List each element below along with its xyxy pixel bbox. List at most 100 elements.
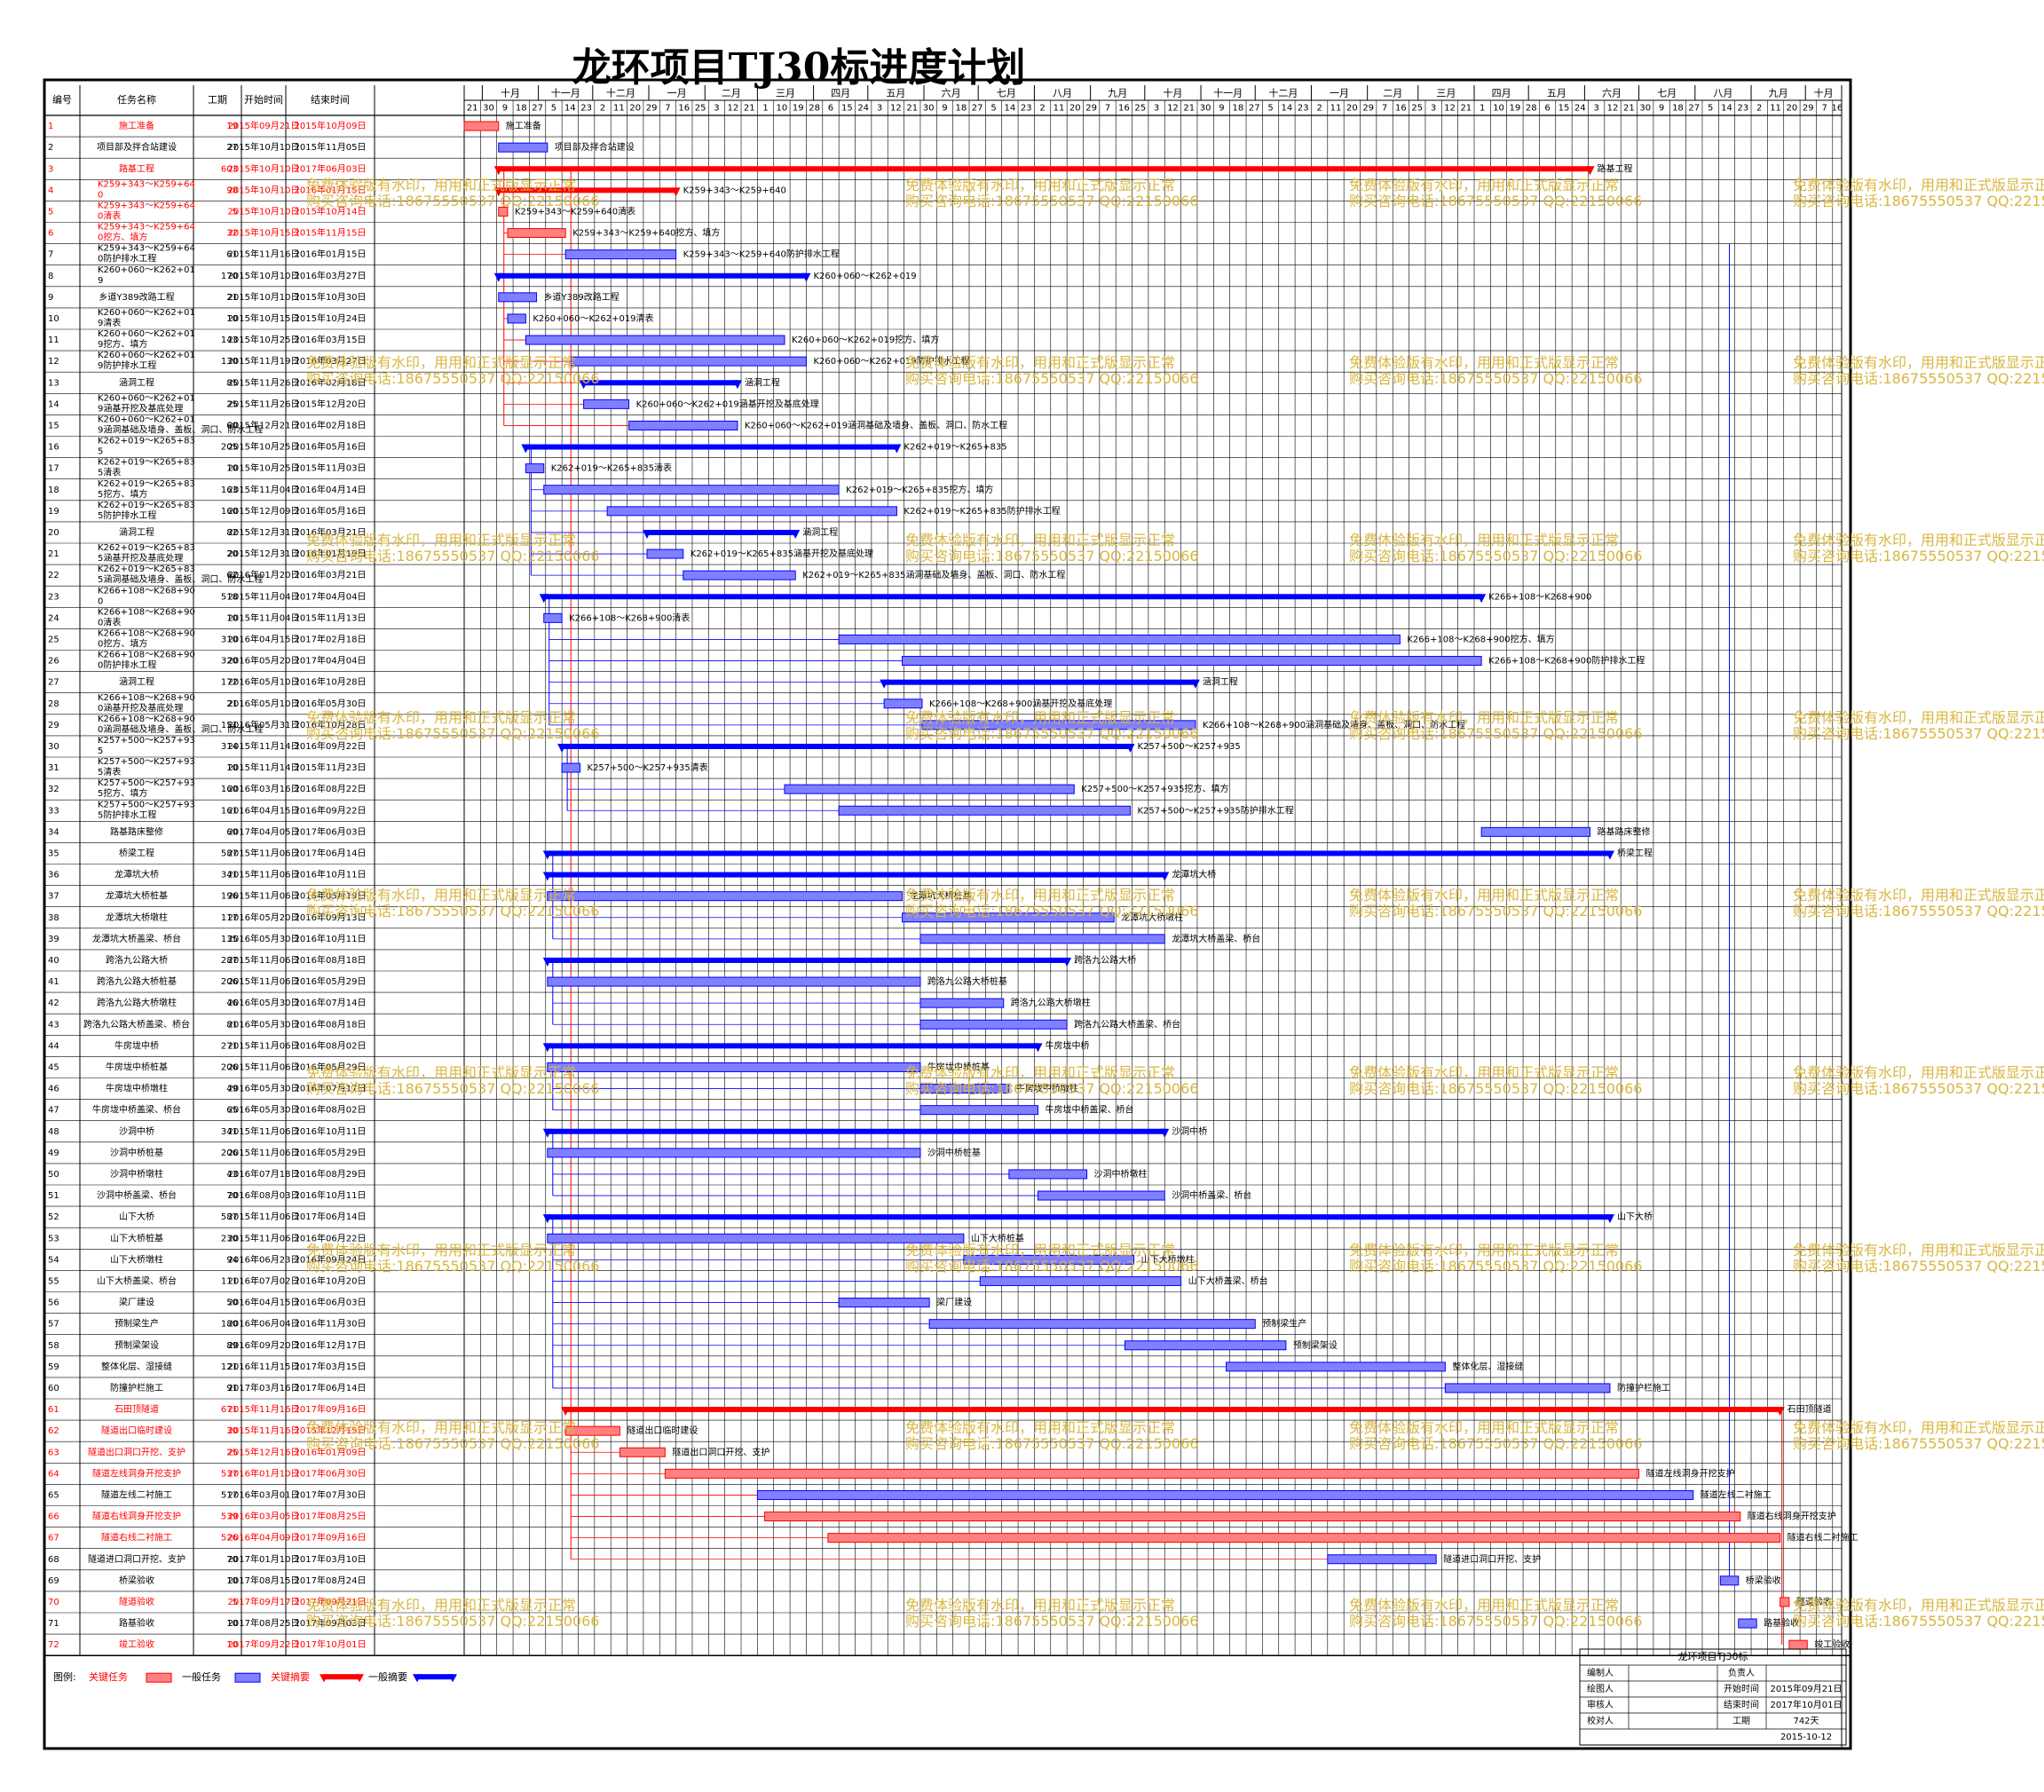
task-name-line: 5 — [98, 447, 103, 457]
task-name: 隧道左线二衬施工 — [101, 1488, 172, 1500]
task-start: 2016年04月15日 — [228, 804, 300, 816]
task-duration: 20 — [226, 549, 238, 559]
task-end: 2016年11月30日 — [295, 1318, 367, 1330]
task-bar — [583, 399, 630, 409]
task-end: 2017年09月21日 — [295, 1596, 367, 1607]
watermark-line: 免费体验版有水印，用用和正式版显示正常 — [306, 709, 577, 726]
task-name: K262+019～K265+83 5挖方、填方 — [98, 479, 195, 500]
task-end: 2016年05月16日 — [295, 441, 367, 453]
task-id: 41 — [48, 977, 59, 987]
day-label: 18 — [516, 104, 527, 114]
bar-label: 施工准备 — [506, 120, 541, 131]
watermark-line: 购买咨询电话:18675550537 QQ:22150066 — [905, 903, 1199, 920]
watermark-line: 免费体验版有水印，用用和正式版显示正常 — [905, 1064, 1176, 1081]
task-name-line: 0挖方、填方 — [98, 637, 147, 649]
task-name-line: K260+060～K262+01 — [98, 308, 195, 318]
task-name-line: K260+060～K262+01 — [98, 265, 195, 275]
task-end: 2016年05月19日 — [295, 890, 367, 902]
task-end: 2016年09月22日 — [295, 740, 367, 752]
watermark-line: 购买咨询电话:18675550537 QQ:22150066 — [1349, 370, 1643, 387]
info-key: 结束时间 — [1724, 1699, 1759, 1710]
task-end: 2016年07月17日 — [295, 1083, 367, 1094]
bar-label: 山下大桥墩柱 — [1141, 1253, 1195, 1265]
task-name: 路基路床整修 — [110, 825, 163, 837]
day-label: 16 — [1832, 104, 1843, 114]
summary-cap-end — [1605, 850, 1614, 860]
day-label: 29 — [646, 104, 658, 114]
bar-label: K262+019～K265+835涵基开挖及基底处理 — [691, 548, 873, 559]
task-end: 2016年10月28日 — [295, 719, 367, 730]
watermark-line: 免费体验版有水印，用用和正式版显示正常 — [905, 177, 1176, 193]
task-bar — [756, 1489, 1694, 1500]
grid-layer: 十月 十一月 十二月 一月 二月 三月 四月 五月 六月 七月 八月 九月 十月 十一月 十二月 一月 二月 三月… — [463, 85, 1843, 1656]
legend-crit-swatch — [146, 1672, 172, 1683]
month-label: 十月 — [501, 87, 520, 99]
task-end: 2016年05月29日 — [295, 1061, 367, 1072]
watermark-line: 购买咨询电话:18675550537 QQ:22150066 — [905, 725, 1199, 742]
watermark-line: 免费体验版有水印，用用和正式版显示正常 — [306, 1597, 577, 1614]
day-label: 5 — [1267, 104, 1273, 114]
bar-label: 隧道右线二衬施工 — [1788, 1532, 1859, 1543]
watermark: 免费体验版有水印，用用和正式版显示正常 购买咨询电话:18675550537 QQ… — [905, 1065, 1198, 1097]
month-label: 五月 — [1547, 88, 1567, 99]
task-name: K266+108～K268+90 0 — [98, 586, 195, 606]
watermark-line: 购买咨询电话:18675550537 QQ:22150066 — [905, 1435, 1199, 1452]
task-end: 2016年05月30日 — [295, 698, 367, 709]
day-label: 19 — [793, 104, 804, 114]
day-label: 11 — [1330, 104, 1342, 114]
bar-label: 牛房垅中桥盖梁、桥台 — [1045, 1104, 1133, 1116]
watermark-line: 免费体验版有水印，用用和正式版显示正常 — [1793, 1597, 2044, 1614]
task-duration: 65 — [226, 1106, 238, 1116]
task-start: 2015年10月10日 — [228, 162, 300, 174]
task-name: K266+108～K268+90 0涵基开挖及基底处理 — [98, 693, 195, 714]
task-name: 龙潭坑大桥桩基 — [106, 890, 168, 902]
task-start: 2017年04月05日 — [228, 825, 300, 837]
task-end: 2016年02月18日 — [295, 376, 367, 388]
task-duration: 85 — [226, 378, 238, 388]
task-end: 2016年03月21日 — [295, 526, 367, 538]
summary-cap-start — [539, 594, 548, 604]
task-end: 2016年02月18日 — [295, 419, 367, 430]
task-bar — [1738, 1618, 1757, 1629]
task-id: 58 — [48, 1341, 59, 1351]
watermark-line: 免费体验版有水印，用用和正式版显示正常 — [905, 1242, 1176, 1259]
bar-label: 沙洞中桥墩柱 — [1094, 1168, 1148, 1180]
task-id: 61 — [48, 1405, 59, 1415]
task-id: 66 — [48, 1512, 59, 1522]
task-end: 2016年01月09日 — [295, 1446, 367, 1457]
summary-cap-start — [880, 679, 889, 689]
task-name: 隧道出口临时建设 — [101, 1425, 172, 1436]
task-name: K257+500～K257+93 5挖方、填方 — [98, 778, 195, 799]
month-label: 六月 — [1602, 88, 1622, 99]
watermark: 免费体验版有水印，用用和正式版显示正常 购买咨询电话:18675550537 QQ… — [1793, 355, 2044, 387]
day-label: 27 — [532, 104, 543, 114]
watermark-line: 购买咨询电话:18675550537 QQ:22150066 — [1349, 548, 1643, 564]
day-label: 12 — [727, 104, 738, 114]
task-end: 2016年09月13日 — [295, 912, 367, 923]
task-name: K259+343～K259+64 0防护排水工程 — [98, 244, 195, 264]
day-label: 10 — [777, 104, 788, 114]
day-label: 1 — [1480, 104, 1485, 114]
task-bar — [963, 1254, 1135, 1265]
day-label: 15 — [1559, 104, 1570, 114]
task-start: 2016年09月20日 — [228, 1339, 300, 1351]
task-name-line: K257+500～K257+93 — [98, 778, 195, 788]
day-label: 16 — [1118, 104, 1130, 114]
task-id: 44 — [48, 1041, 59, 1051]
column-header: 编号 — [52, 93, 72, 106]
summary-bar — [498, 166, 1590, 172]
task-start: 2015年11月06日 — [228, 1147, 300, 1158]
bar-label: 路基验收 — [1764, 1617, 1799, 1629]
legend-sum-swatch — [417, 1674, 453, 1680]
day-label: 20 — [1069, 104, 1081, 114]
column-header: 任务名称 — [117, 93, 156, 106]
task-name-line: 5挖方、填方 — [98, 488, 147, 500]
task-name: K259+343～K259+64 0清表 — [98, 201, 195, 221]
task-bar — [979, 1275, 1182, 1286]
task-name-line: K262+019～K265+83 — [98, 501, 195, 510]
task-end: 2016年06月22日 — [295, 1232, 367, 1243]
day-label: 7 — [1382, 104, 1387, 114]
watermark: 免费体验版有水印，用用和正式版显示正常 购买咨询电话:18675550537 QQ… — [1793, 178, 2044, 209]
watermark: 免费体验版有水印，用用和正式版显示正常 购买咨询电话:18675550537 QQ… — [905, 355, 1198, 387]
watermark-line: 购买咨询电话:18675550537 QQ:22150066 — [1349, 1435, 1643, 1452]
